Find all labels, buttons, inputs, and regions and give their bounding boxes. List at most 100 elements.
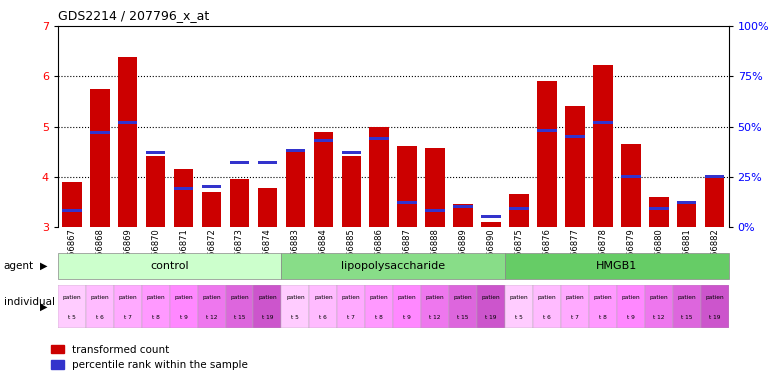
- Legend: transformed count, percentile rank within the sample: transformed count, percentile rank withi…: [52, 345, 248, 370]
- Text: patien: patien: [426, 296, 444, 300]
- Bar: [397, 201, 417, 204]
- Bar: [565, 106, 584, 227]
- Bar: [481, 222, 501, 227]
- Text: patien: patien: [174, 296, 193, 300]
- Bar: [225, 285, 254, 328]
- Text: t 8: t 8: [599, 315, 607, 320]
- Bar: [621, 144, 641, 227]
- Text: t 8: t 8: [375, 315, 383, 320]
- Bar: [453, 205, 473, 209]
- Bar: [285, 152, 305, 227]
- Bar: [537, 81, 557, 227]
- Text: patien: patien: [231, 296, 249, 300]
- Bar: [170, 285, 197, 328]
- Text: ▶: ▶: [40, 261, 48, 271]
- Bar: [309, 285, 337, 328]
- Text: individual: individual: [4, 297, 55, 307]
- Text: patien: patien: [482, 296, 500, 300]
- Bar: [202, 185, 221, 188]
- Bar: [477, 285, 505, 328]
- Bar: [505, 253, 729, 279]
- Text: t 5: t 5: [291, 315, 299, 320]
- Bar: [118, 57, 137, 227]
- Text: ▶: ▶: [40, 302, 48, 312]
- Bar: [621, 175, 641, 178]
- Bar: [453, 204, 473, 227]
- Bar: [369, 137, 389, 140]
- Bar: [705, 175, 725, 178]
- Bar: [537, 129, 557, 132]
- Bar: [481, 215, 501, 219]
- Text: t 15: t 15: [681, 315, 692, 320]
- Bar: [645, 285, 672, 328]
- Bar: [565, 135, 584, 138]
- Text: t 9: t 9: [403, 315, 411, 320]
- Bar: [677, 201, 696, 204]
- Bar: [449, 285, 477, 328]
- Text: t 7: t 7: [348, 315, 355, 320]
- Bar: [197, 285, 225, 328]
- Bar: [118, 121, 137, 124]
- Bar: [113, 285, 142, 328]
- Text: patien: patien: [314, 296, 332, 300]
- Text: t 15: t 15: [457, 315, 469, 320]
- Text: patien: patien: [454, 296, 473, 300]
- Bar: [397, 146, 417, 227]
- Text: t 9: t 9: [627, 315, 635, 320]
- Text: patien: patien: [621, 296, 640, 300]
- Bar: [281, 253, 505, 279]
- Text: agent: agent: [4, 261, 34, 271]
- Text: patien: patien: [370, 296, 389, 300]
- Text: patien: patien: [342, 296, 361, 300]
- Bar: [254, 285, 281, 328]
- Text: t 6: t 6: [319, 315, 327, 320]
- Bar: [342, 156, 361, 227]
- Text: patien: patien: [566, 296, 584, 300]
- Bar: [142, 285, 170, 328]
- Bar: [509, 194, 529, 227]
- Bar: [86, 285, 113, 328]
- Bar: [426, 209, 445, 213]
- Bar: [314, 132, 333, 227]
- Bar: [173, 187, 194, 190]
- Text: t 15: t 15: [234, 315, 245, 320]
- Bar: [342, 151, 361, 154]
- Bar: [672, 285, 701, 328]
- Bar: [509, 207, 529, 210]
- Bar: [58, 285, 86, 328]
- Bar: [258, 161, 278, 164]
- Bar: [202, 192, 221, 227]
- Bar: [62, 182, 82, 227]
- Bar: [617, 285, 645, 328]
- Bar: [90, 89, 109, 227]
- Bar: [146, 156, 166, 227]
- Text: patien: patien: [678, 296, 696, 300]
- Bar: [230, 161, 249, 164]
- Bar: [90, 131, 109, 134]
- Text: GDS2214 / 207796_x_at: GDS2214 / 207796_x_at: [58, 9, 209, 22]
- Text: patien: patien: [90, 296, 109, 300]
- Text: t 8: t 8: [152, 315, 160, 320]
- Text: patien: patien: [398, 296, 416, 300]
- Bar: [58, 253, 281, 279]
- Bar: [649, 207, 668, 210]
- Bar: [146, 151, 166, 154]
- Text: t 7: t 7: [571, 315, 579, 320]
- Bar: [589, 285, 617, 328]
- Bar: [677, 204, 696, 227]
- Bar: [369, 127, 389, 227]
- Bar: [173, 169, 194, 227]
- Bar: [533, 285, 561, 328]
- Text: patien: patien: [258, 296, 277, 300]
- Bar: [285, 149, 305, 152]
- Bar: [561, 285, 589, 328]
- Text: patien: patien: [62, 296, 81, 300]
- Text: t 6: t 6: [543, 315, 550, 320]
- Bar: [426, 148, 445, 227]
- Bar: [505, 285, 533, 328]
- Text: patien: patien: [705, 296, 724, 300]
- Text: lipopolysaccharide: lipopolysaccharide: [341, 261, 446, 271]
- Bar: [62, 209, 82, 213]
- Text: t 12: t 12: [653, 315, 665, 320]
- Bar: [393, 285, 421, 328]
